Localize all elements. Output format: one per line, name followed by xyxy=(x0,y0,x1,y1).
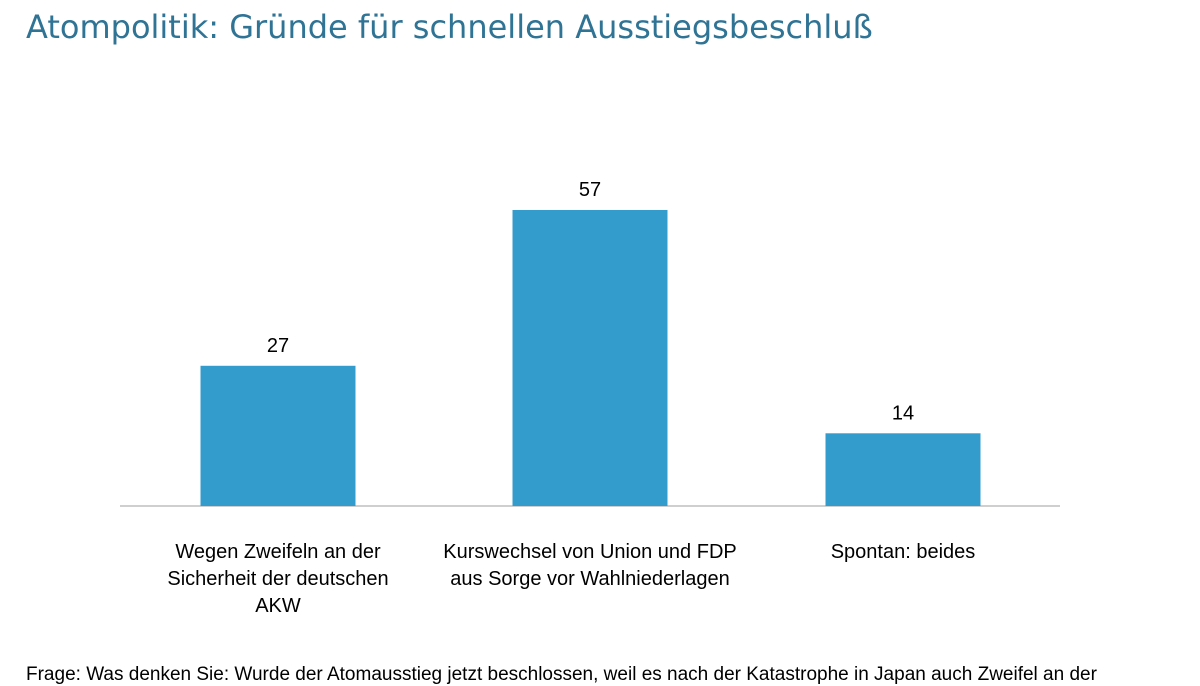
question-footnote: Frage: Was denken Sie: Wurde der Atomaus… xyxy=(26,664,1097,685)
category-label: Kurswechsel von Union und FDP aus Sorge … xyxy=(443,541,737,590)
data-label: 27 xyxy=(267,335,289,357)
data-label: 14 xyxy=(892,402,914,424)
bar xyxy=(825,433,981,506)
category-label: Wegen Zweifeln an der Sicherheit der deu… xyxy=(167,541,389,617)
category-label: Spontan: beides xyxy=(830,541,976,563)
bar xyxy=(512,210,668,506)
bar xyxy=(200,365,356,506)
data-label: 57 xyxy=(579,179,601,201)
chart-title: Atompolitik: Gründe für schnellen Aussti… xyxy=(26,8,873,46)
